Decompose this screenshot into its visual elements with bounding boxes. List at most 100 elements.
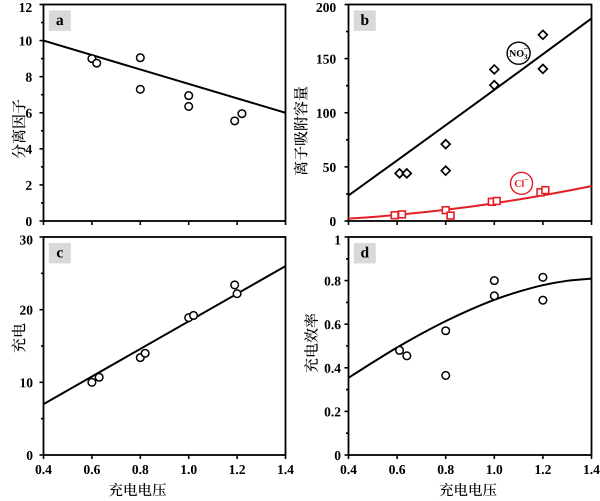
panel-label (361, 246, 369, 258)
y-tick-label (317, 108, 336, 118)
y-tick-label (20, 235, 33, 245)
glyph (324, 276, 331, 286)
glyph (323, 108, 329, 118)
y-ticks (39, 236, 44, 456)
marker-diamond (537, 63, 549, 75)
marker-circle (441, 370, 451, 380)
x-tick-label (278, 465, 294, 475)
panel-label (360, 14, 369, 26)
y-tick-label (19, 36, 32, 46)
marker-circle (184, 91, 194, 101)
glyph (25, 216, 32, 227)
glyph (26, 305, 33, 315)
glyph (323, 54, 329, 64)
glyph (331, 370, 334, 373)
glyph (11, 323, 26, 337)
marker-circle (94, 372, 104, 382)
marker-circle (230, 116, 240, 126)
y-tick-label (323, 162, 336, 172)
marker-diamond (488, 63, 500, 76)
y-tick-label (317, 54, 336, 64)
marker-circle (188, 310, 199, 321)
glyph (229, 465, 235, 474)
glyph (317, 54, 323, 64)
x-tick-label (181, 464, 197, 475)
marker-circle (232, 289, 242, 299)
glyph (331, 414, 334, 417)
marker-diamond (440, 165, 452, 177)
glyph (94, 465, 100, 475)
glyph (399, 465, 406, 475)
glyph (334, 407, 341, 417)
glyph (152, 483, 167, 497)
glyph (19, 3, 25, 12)
x-tick-label (35, 464, 52, 475)
fit-line-nitrate-fit (348, 17, 592, 197)
marker-circle (402, 351, 412, 361)
glyph (514, 180, 521, 187)
marker-square (397, 210, 407, 219)
y-axis-label (293, 86, 308, 176)
glyph (181, 465, 187, 474)
y-tick-label (25, 216, 32, 227)
y-tick-label (316, 2, 336, 13)
x-ticks (347, 221, 593, 225)
glyph (329, 108, 336, 118)
annotation-text-sup (524, 179, 529, 180)
glyph (45, 465, 52, 474)
series-chloride (390, 185, 550, 220)
y-axis-label (11, 323, 26, 353)
glyph (329, 2, 336, 13)
x-tick-label (535, 465, 551, 475)
fit-line-linear-fit (43, 39, 286, 114)
glyph (190, 464, 197, 475)
glyph (509, 50, 517, 57)
x-tick-labels (35, 464, 294, 475)
y-tick-label (25, 108, 32, 118)
panel-label-box (48, 242, 71, 264)
x-axis-label (109, 482, 167, 497)
glyph (132, 464, 139, 475)
glyph (278, 465, 284, 474)
annotation-text-t (509, 49, 524, 57)
y-ticks (39, 3, 44, 222)
glyph (83, 464, 90, 475)
glyph (317, 108, 323, 118)
glyph (90, 471, 93, 475)
glyph (389, 464, 395, 475)
glyph (455, 482, 468, 496)
glyph (139, 482, 152, 496)
glyph (329, 54, 336, 64)
glyph (331, 327, 334, 330)
glyph (482, 483, 497, 497)
marker-circle (441, 326, 451, 336)
x-tick-label (486, 464, 503, 475)
glyph (444, 471, 447, 475)
glyph (25, 108, 32, 118)
marker-circle (230, 280, 240, 290)
fit-line-linear-fit (43, 265, 286, 406)
glyph (284, 471, 287, 475)
marker-circle (538, 272, 548, 282)
glyph (521, 179, 525, 187)
series-charge-efficiency (394, 272, 548, 380)
glyph (304, 343, 318, 357)
y-tick-label (335, 235, 341, 245)
marker-circle (135, 84, 145, 94)
x-tick-label (83, 464, 100, 475)
annotation-chloride-label (509, 171, 534, 196)
panel-c-charge (11, 235, 294, 497)
glyph (360, 14, 369, 26)
glyph (541, 471, 544, 475)
series-charge (87, 280, 242, 387)
marker-circle (538, 295, 548, 305)
glyph (323, 2, 329, 13)
fit-line-saturation-fit (348, 277, 592, 379)
x-tick-label (132, 464, 149, 475)
marker-circle (92, 58, 102, 68)
marker-square (492, 196, 501, 206)
glyph (294, 131, 308, 145)
panel-a-separation-factor (11, 3, 287, 227)
